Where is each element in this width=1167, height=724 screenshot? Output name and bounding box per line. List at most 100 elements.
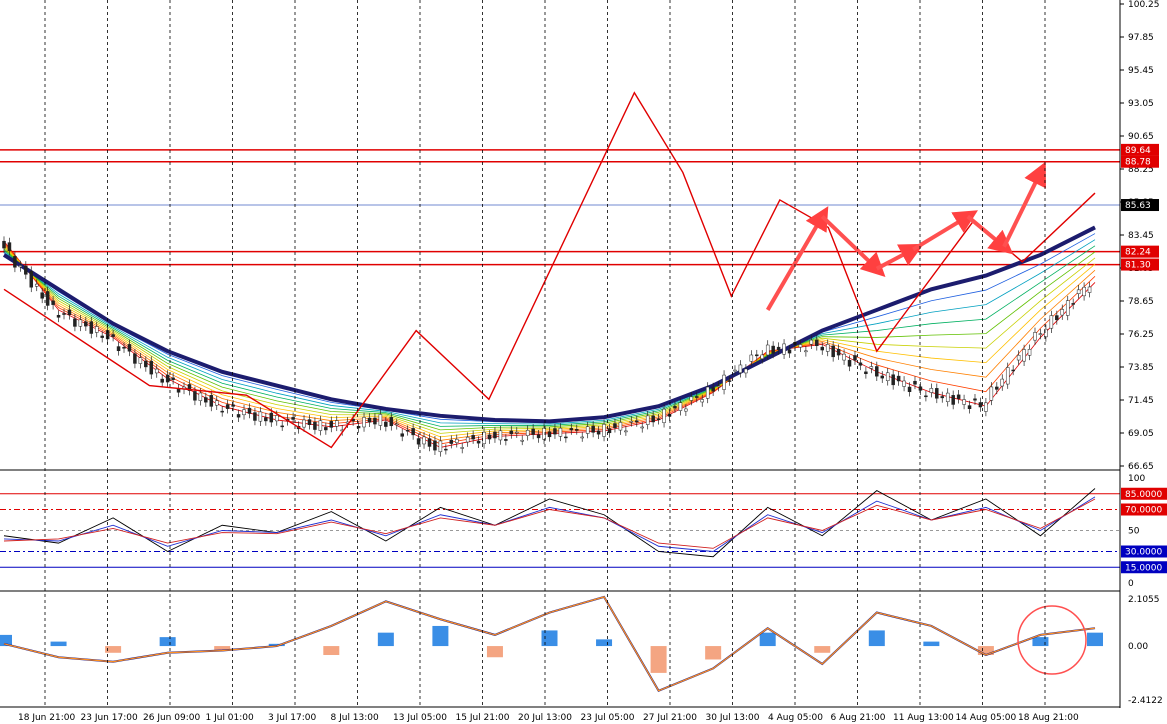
candle [455, 439, 459, 443]
candle [73, 318, 77, 327]
candle [378, 414, 383, 426]
candle [700, 399, 704, 403]
candle [853, 355, 857, 361]
candle [935, 388, 939, 399]
candle [45, 291, 50, 306]
candle [291, 417, 295, 420]
x-tick-label: 6 Aug 21:00 [831, 713, 886, 723]
level-badge [1121, 545, 1167, 558]
level-badge [1121, 487, 1167, 500]
candle [89, 321, 94, 334]
candle [564, 436, 568, 439]
candle [558, 427, 563, 437]
candle [29, 270, 34, 288]
candle [689, 396, 694, 401]
candle [1033, 332, 1037, 341]
level-label: 30.0000 [1125, 548, 1162, 558]
candle [356, 425, 361, 429]
candle [760, 354, 764, 360]
histogram-bar [159, 637, 176, 647]
candle [269, 412, 274, 423]
candle [242, 409, 246, 416]
candle [575, 429, 579, 431]
candle [967, 405, 972, 409]
histogram-bar [1087, 632, 1103, 647]
candle [1055, 315, 1059, 321]
y-tick-label: 90.65 [1128, 132, 1154, 142]
forecast-arrow [820, 214, 886, 277]
candle [138, 357, 143, 364]
candle [585, 426, 590, 434]
candle [1049, 315, 1054, 329]
level-badge [1121, 258, 1159, 271]
histogram-bar [650, 646, 667, 673]
candle [236, 414, 241, 418]
x-tick-label: 14 Aug 05:00 [956, 713, 1017, 723]
candle [275, 415, 279, 422]
candle [536, 434, 541, 439]
candle [405, 429, 410, 432]
candle [94, 326, 99, 333]
candle [367, 417, 372, 423]
candle [602, 424, 606, 437]
candle [302, 419, 306, 428]
x-tick-label: 26 Jun 09:00 [143, 713, 200, 723]
histogram-bar [377, 632, 394, 647]
candle [580, 436, 584, 439]
candle [171, 377, 175, 380]
level-label: 88.78 [1125, 158, 1151, 168]
histogram-bar [486, 646, 503, 658]
candle [384, 421, 388, 427]
candle [880, 375, 885, 379]
candle [531, 428, 535, 435]
histogram-bar [977, 646, 994, 656]
x-tick-label: 23 Jul 05:00 [581, 713, 635, 723]
candle [836, 348, 841, 356]
x-tick-label: 15 Jul 21:00 [456, 713, 510, 723]
level-badge [1121, 503, 1167, 516]
candle [831, 345, 835, 358]
candle [62, 313, 66, 315]
candle [209, 395, 214, 407]
candle [945, 392, 950, 402]
candle [307, 419, 312, 425]
candle [809, 339, 814, 345]
candle [624, 430, 628, 433]
candle [733, 369, 737, 372]
candle [176, 388, 181, 393]
candle [56, 314, 61, 318]
candle [842, 353, 846, 361]
candle [765, 344, 770, 356]
candle [264, 417, 268, 422]
ma-slow-line [2, 225, 1096, 424]
candle [1065, 300, 1070, 316]
candle [995, 386, 999, 390]
forecast-arrow [765, 206, 829, 311]
candle [1011, 369, 1015, 372]
level-label: 15.0000 [1125, 563, 1162, 573]
candle [864, 371, 868, 375]
candle [18, 265, 23, 268]
candle [678, 402, 683, 411]
candle [449, 439, 454, 444]
candle [651, 415, 655, 423]
level-badge [1121, 561, 1167, 574]
forecast-arrow [912, 210, 978, 252]
candle [722, 374, 726, 390]
candle [929, 388, 934, 393]
candle [902, 380, 906, 387]
histogram-bar [268, 643, 285, 647]
candle [318, 420, 323, 431]
candle [684, 408, 688, 412]
candle [1027, 349, 1032, 356]
candle [596, 430, 601, 435]
candle [820, 346, 824, 351]
x-tick-label: 27 Jul 21:00 [643, 713, 697, 723]
y-tick-label: 71.45 [1128, 396, 1154, 406]
candle [220, 410, 224, 413]
candle [482, 431, 486, 445]
candle [913, 380, 917, 385]
candle [204, 397, 208, 403]
candle [24, 265, 28, 275]
y-tick-label: 73.85 [1128, 363, 1154, 373]
